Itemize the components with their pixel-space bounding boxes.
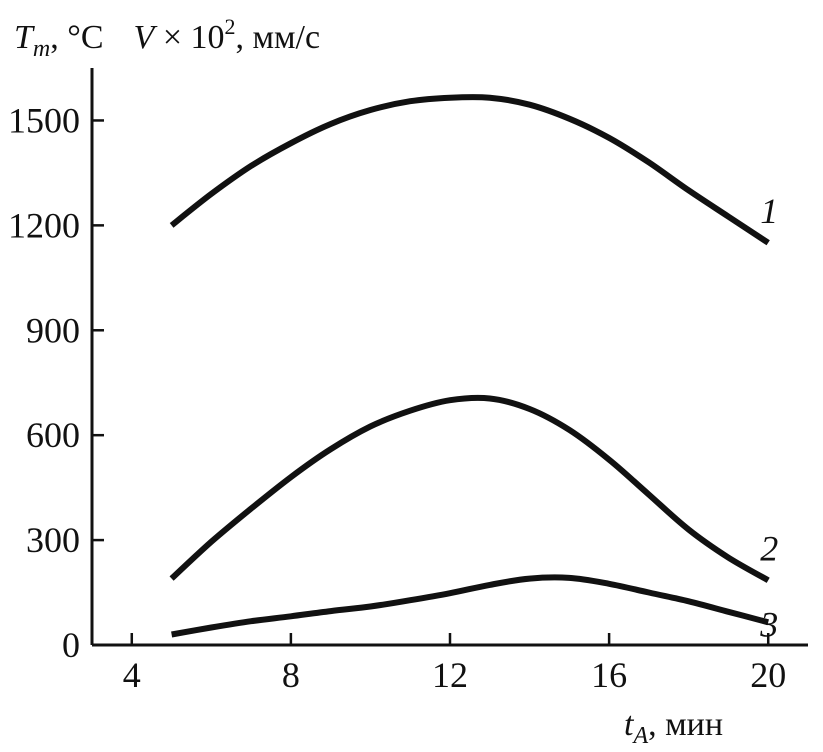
y-tick-label: 1500 — [8, 100, 80, 140]
y-axis-v-unit: , мм/с — [236, 19, 321, 56]
series-line-2 — [169, 394, 770, 583]
y-axis-v-multiplier: × 10 — [154, 19, 224, 56]
x-tick-label: 16 — [591, 655, 627, 695]
y-tick-label: 1200 — [8, 205, 80, 245]
x-axis-title: tA, мин — [624, 706, 723, 749]
x-axis-unit: , мин — [648, 706, 723, 743]
x-axis-symbol: t — [624, 706, 635, 743]
y-axis-title: Tm, °C V × 102, мм/с — [14, 14, 320, 62]
series-label-2: 2 — [760, 528, 778, 568]
y-tick-label: 0 — [62, 625, 80, 665]
x-axis-subscript: A — [631, 723, 648, 749]
series-line-3 — [171, 574, 769, 638]
y-axis-t-unit: , °C — [50, 19, 103, 56]
series-layer: 1 2 3 — [169, 94, 778, 644]
series-line-1 — [169, 94, 770, 246]
x-tick-label: 4 — [123, 655, 141, 695]
series-label-3: 3 — [759, 604, 778, 644]
y-axis-t-subscript: m — [33, 36, 50, 62]
y-axis-v-exponent: 2 — [225, 14, 236, 39]
y-axis-t-symbol: T — [14, 19, 35, 56]
x-tick-label: 12 — [432, 655, 468, 695]
y-tick-label: 300 — [26, 520, 80, 560]
y-tick-label: 600 — [26, 415, 80, 455]
y-tick-label: 900 — [26, 310, 80, 350]
x-tick-label: 8 — [282, 655, 300, 695]
x-tick-label: 20 — [750, 655, 786, 695]
series-label-1: 1 — [760, 191, 778, 231]
